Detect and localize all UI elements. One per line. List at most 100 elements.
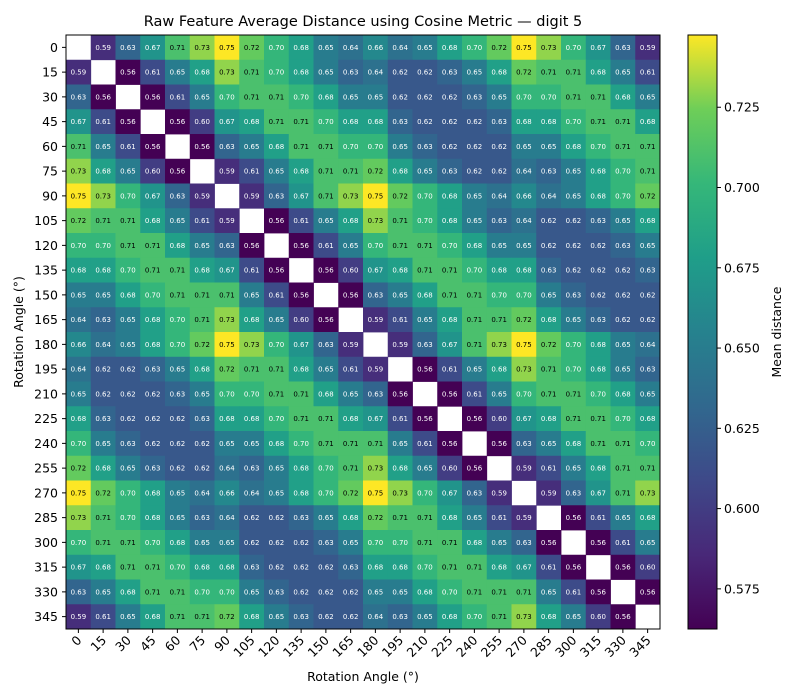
heatmap-cell bbox=[264, 530, 290, 556]
cell-value-label: 0.65 bbox=[95, 143, 111, 151]
cell-value-label: 0.64 bbox=[392, 44, 408, 52]
heatmap-cell bbox=[363, 356, 389, 382]
heatmap-cell bbox=[561, 208, 587, 234]
cell-value-label: 0.71 bbox=[442, 291, 458, 299]
cell-value-label: 0.68 bbox=[194, 564, 210, 572]
heatmap-cell bbox=[363, 579, 389, 605]
heatmap-cell bbox=[511, 406, 537, 432]
cell-value-label: 0.65 bbox=[318, 366, 334, 374]
heatmap-cell bbox=[115, 158, 141, 184]
heatmap-cell bbox=[239, 579, 265, 605]
heatmap-cell bbox=[115, 257, 141, 283]
cell-value-label: 0.56 bbox=[467, 465, 483, 473]
heatmap-cell bbox=[585, 134, 611, 160]
cell-value-label: 0.70 bbox=[516, 390, 532, 398]
heatmap-cell bbox=[387, 233, 413, 259]
heatmap-cell bbox=[140, 332, 166, 358]
heatmap-cell bbox=[387, 332, 413, 358]
cell-value-label: 0.61 bbox=[269, 291, 285, 299]
cell-value-label: 0.65 bbox=[71, 390, 87, 398]
cell-value-label: 0.68 bbox=[566, 143, 582, 151]
cell-value-label: 0.70 bbox=[318, 118, 334, 126]
cell-value-label: 0.71 bbox=[170, 267, 186, 275]
heatmap-cell bbox=[387, 257, 413, 283]
heatmap-cell bbox=[462, 134, 488, 160]
heatmap-cell bbox=[363, 158, 389, 184]
cell-value-label: 0.68 bbox=[95, 168, 111, 176]
cell-value-label: 0.67 bbox=[293, 341, 309, 349]
heatmap-cell bbox=[189, 282, 215, 308]
heatmap-cell bbox=[462, 208, 488, 234]
heatmap-cell bbox=[115, 381, 141, 407]
heatmap-cell bbox=[412, 480, 438, 506]
heatmap-cell bbox=[511, 84, 537, 110]
cell-value-label: 0.65 bbox=[194, 390, 210, 398]
cell-value-label: 0.68 bbox=[640, 514, 656, 522]
heatmap-cell bbox=[561, 406, 587, 432]
cell-value-label: 0.62 bbox=[293, 588, 309, 596]
heatmap-cell bbox=[610, 84, 636, 110]
cell-value-label: 0.65 bbox=[120, 613, 136, 621]
heatmap-cell bbox=[140, 356, 166, 382]
heatmap-cell bbox=[338, 233, 364, 259]
cell-value-label: 0.65 bbox=[269, 168, 285, 176]
cell-value-label: 0.71 bbox=[269, 366, 285, 374]
heatmap-cell bbox=[115, 480, 141, 506]
cell-value-label: 0.68 bbox=[640, 415, 656, 423]
cell-value-label: 0.70 bbox=[145, 539, 161, 547]
cell-value-label: 0.61 bbox=[95, 613, 111, 621]
heatmap-cell bbox=[264, 282, 290, 308]
cell-value-label: 0.68 bbox=[145, 217, 161, 225]
cell-value-label: 0.61 bbox=[95, 118, 111, 126]
cell-value-label: 0.68 bbox=[244, 118, 260, 126]
colorbar-tick-label: 0.600 bbox=[724, 501, 760, 516]
heatmap-cell bbox=[313, 530, 339, 556]
heatmap-cell bbox=[437, 530, 463, 556]
cell-value-label: 0.59 bbox=[219, 217, 235, 225]
heatmap-cell bbox=[585, 455, 611, 481]
heatmap-cell bbox=[165, 233, 191, 259]
heatmap-cell bbox=[412, 455, 438, 481]
heatmap-cell bbox=[115, 307, 141, 333]
heatmap-cell bbox=[511, 134, 537, 160]
heatmap-cell bbox=[511, 332, 537, 358]
cell-value-label: 0.62 bbox=[491, 168, 507, 176]
cell-value-label: 0.61 bbox=[442, 366, 458, 374]
heatmap-cell bbox=[536, 183, 562, 209]
cell-value-label: 0.63 bbox=[516, 440, 532, 448]
heatmap-cell bbox=[412, 59, 438, 85]
heatmap-cell bbox=[635, 307, 661, 333]
heatmap-cell bbox=[264, 183, 290, 209]
heatmap-cell bbox=[561, 84, 587, 110]
heatmap-cell bbox=[214, 381, 240, 407]
cell-value-label: 0.68 bbox=[343, 217, 359, 225]
cell-value-label: 0.70 bbox=[244, 390, 260, 398]
heatmap-cell bbox=[610, 183, 636, 209]
heatmap-cell bbox=[66, 480, 92, 506]
cell-value-label: 0.59 bbox=[71, 613, 87, 621]
heatmap-cell bbox=[165, 307, 191, 333]
colorbar-tick-label: 0.625 bbox=[724, 421, 760, 436]
heatmap-cell bbox=[90, 257, 116, 283]
heatmap-cell bbox=[536, 480, 562, 506]
heatmap-cell bbox=[412, 233, 438, 259]
cell-value-label: 0.59 bbox=[491, 489, 507, 497]
heatmap-cell bbox=[462, 406, 488, 432]
heatmap-cell bbox=[412, 257, 438, 283]
heatmap-cell bbox=[536, 84, 562, 110]
heatmap-cell-labels: 0.59 0.63 0.67 0.71 0.73 0.75 0.72 0.70 0.68 0.65… bbox=[71, 44, 656, 621]
heatmap-cell bbox=[115, 109, 141, 135]
y-tick-label: 120 bbox=[34, 238, 58, 253]
heatmap-cell bbox=[338, 455, 364, 481]
cell-value-label: 0.68 bbox=[293, 44, 309, 52]
cell-value-label: 0.65 bbox=[566, 168, 582, 176]
heatmap-cell bbox=[561, 257, 587, 283]
cell-value-label: 0.61 bbox=[640, 69, 656, 77]
cell-value-label: 0.62 bbox=[293, 539, 309, 547]
heatmap-cell bbox=[363, 84, 389, 110]
heatmap-cell bbox=[536, 282, 562, 308]
heatmap-cell bbox=[90, 158, 116, 184]
heatmap-cell bbox=[561, 480, 587, 506]
cell-value-label: 0.63 bbox=[368, 291, 384, 299]
heatmap-cell bbox=[585, 307, 611, 333]
